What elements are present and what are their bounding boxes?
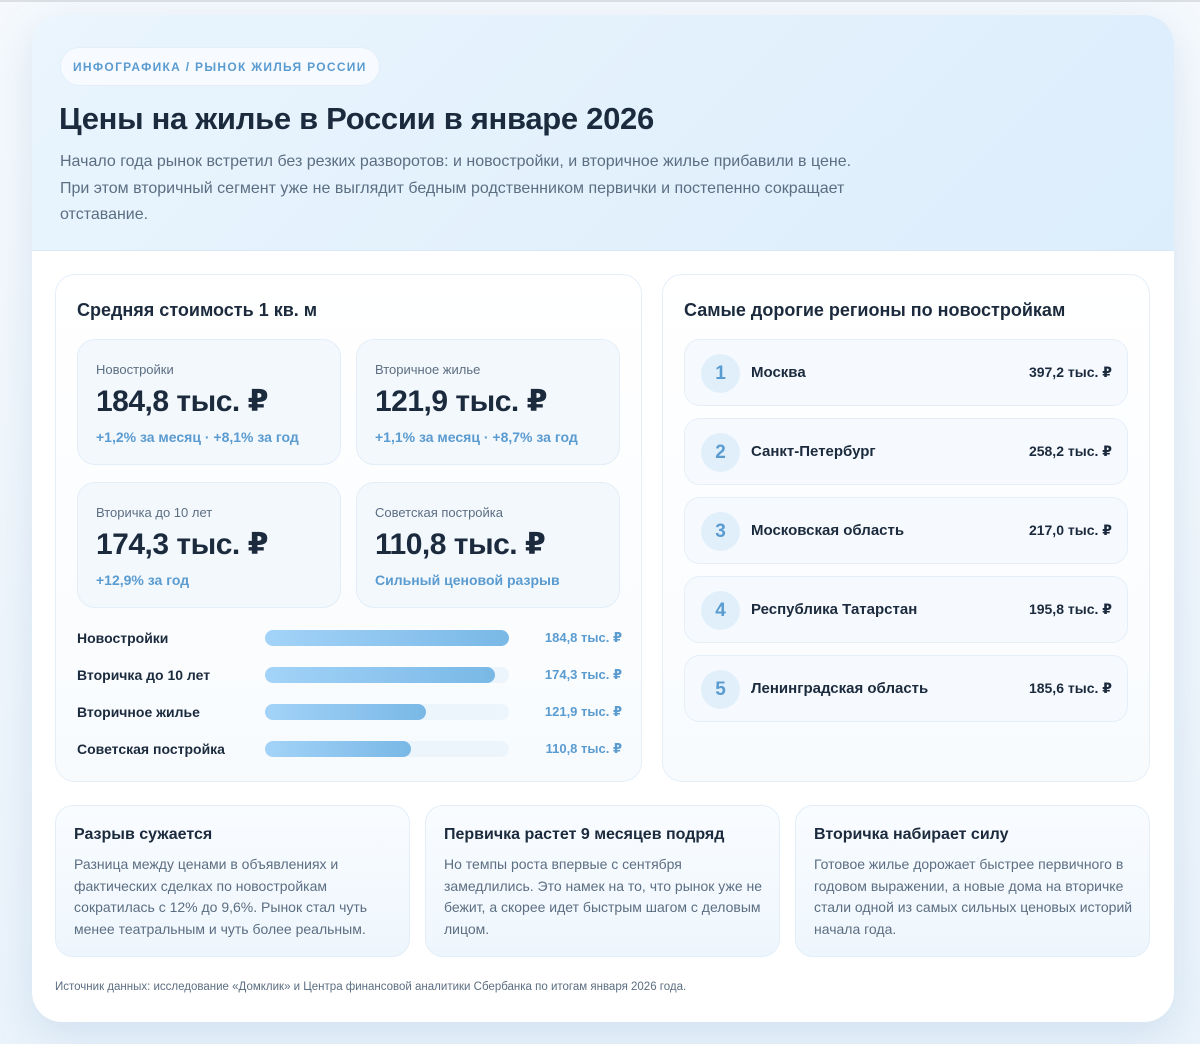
bar-label: Вторичка до 10 лет (77, 667, 211, 683)
stat-value: 121,9 тыс. ₽ (375, 385, 547, 418)
bar-row: Советская постройка 110,8 тыс. ₽ (77, 738, 622, 775)
note-title: Первичка растет 9 месяцев подряд (444, 826, 725, 843)
bar-row: Вторичка до 10 лет 174,3 тыс. ₽ (77, 664, 622, 701)
bar-track (265, 667, 509, 683)
note-title: Вторичка набирает силу (814, 826, 1009, 843)
stat-label: Советская постройка (375, 505, 503, 520)
bar-value: 174,3 тыс. ₽ (544, 667, 622, 682)
bar-row: Новостройки 184,8 тыс. ₽ (77, 627, 622, 664)
stat-delta: +1,2% за месяц · +8,1% за год (96, 429, 299, 445)
note-gap-narrowing: Разрыв сужается Разница между ценами в о… (55, 805, 410, 957)
note-title: Разрыв сужается (74, 826, 213, 843)
bar-row: Вторичное жилье 121,9 тыс. ₽ (77, 701, 622, 738)
region-price: 195,8 тыс. ₽ (1028, 601, 1112, 617)
stat-card-soviet: Советская постройка 110,8 тыс. ₽ Сильный… (356, 482, 620, 608)
region-name: Республика Татарстан (751, 601, 918, 618)
stat-delta: +1,1% за месяц · +8,7% за год (375, 429, 578, 445)
avg-price-panel: Средняя стоимость 1 кв. м Новостройки 18… (55, 274, 642, 782)
stat-delta: +12,9% за год (96, 572, 190, 588)
bar-value: 184,8 тыс. ₽ (544, 630, 622, 645)
region-name: Санкт-Петербург (751, 443, 876, 460)
rank-badge: 1 (701, 354, 740, 393)
region-price: 258,2 тыс. ₽ (1028, 443, 1112, 459)
bar-fill (265, 667, 496, 683)
region-name: Московская область (751, 522, 905, 539)
stat-delta: Сильный ценовой разрыв (375, 572, 560, 588)
note-text: Разница между ценами в объявлениях и фак… (74, 856, 368, 937)
infographic-card: ИНФОГРАФИКА / РЫНОК ЖИЛЬЯ РОССИИ Цены на… (32, 15, 1174, 1022)
stat-value: 110,8 тыс. ₽ (375, 528, 546, 561)
region-row: 4 Республика Татарстан 195,8 тыс. ₽ (684, 576, 1128, 643)
stat-value: 174,3 тыс. ₽ (96, 528, 268, 561)
stat-label: Вторичка до 10 лет (96, 505, 213, 520)
region-row: 1 Москва 397,2 тыс. ₽ (684, 339, 1128, 406)
rank-badge: 3 (701, 512, 740, 551)
bar-value: 121,9 тыс. ₽ (544, 704, 622, 719)
stat-card-new-builds: Новостройки 184,8 тыс. ₽ +1,2% за месяц … (77, 339, 341, 465)
region-row: 5 Ленинградская область 185,6 тыс. ₽ (684, 655, 1128, 722)
region-price: 217,0 тыс. ₽ (1028, 522, 1112, 538)
source-footnote: Источник данных: исследование «Домклик» … (55, 981, 687, 993)
rank-badge: 4 (701, 591, 740, 630)
price-bar-chart: Новостройки 184,8 тыс. ₽ Вторичка до 10 … (77, 627, 622, 775)
region-row: 2 Санкт-Петербург 258,2 тыс. ₽ (684, 418, 1128, 485)
note-secondary-strength: Вторичка набирает силу Готовое жилье дор… (795, 805, 1150, 957)
region-name: Ленинградская область (751, 680, 929, 697)
bar-fill (265, 630, 509, 646)
stat-label: Новостройки (96, 362, 174, 377)
rank-badge: 5 (701, 670, 740, 709)
lede-paragraph: Начало года рынок встретил без резких ра… (60, 153, 852, 223)
hero-section: ИНФОГРАФИКА / РЫНОК ЖИЛЬЯ РОССИИ Цены на… (32, 15, 1174, 251)
bar-label: Советская постройка (77, 741, 225, 757)
category-kicker: ИНФОГРАФИКА / РЫНОК ЖИЛЬЯ РОССИИ (60, 47, 380, 86)
stat-card-secondary-under-10: Вторичка до 10 лет 174,3 тыс. ₽ +12,9% з… (77, 482, 341, 608)
note-text: Готовое жилье дорожает быстрее первичног… (814, 856, 1133, 937)
stat-card-secondary: Вторичное жилье 121,9 тыс. ₽ +1,1% за ме… (356, 339, 620, 465)
bar-track (265, 741, 509, 757)
bar-label: Вторичное жилье (77, 704, 200, 720)
stat-value: 184,8 тыс. ₽ (96, 385, 268, 418)
regions-panel: Самые дорогие регионы по новостройкам 1 … (662, 274, 1150, 782)
region-price: 397,2 тыс. ₽ (1028, 364, 1112, 380)
bar-value: 110,8 тыс. ₽ (545, 741, 622, 756)
bar-label: Новостройки (77, 630, 169, 646)
avg-price-title: Средняя стоимость 1 кв. м (77, 300, 318, 320)
bar-track (265, 630, 509, 646)
region-name: Москва (751, 364, 806, 381)
rank-badge: 2 (701, 433, 740, 472)
page-title: Цены на жилье в России в январе 2026 (59, 101, 654, 136)
note-primary-growth: Первичка растет 9 месяцев подряд Но темп… (425, 805, 780, 957)
window-top-border (0, 0, 1200, 2)
bar-fill (265, 704, 427, 720)
stat-label: Вторичное жилье (375, 362, 481, 377)
bar-track (265, 704, 509, 720)
regions-title: Самые дорогие регионы по новостройкам (684, 300, 1066, 320)
note-text: Но темпы роста впервые с сентября замедл… (444, 856, 763, 937)
region-row: 3 Московская область 217,0 тыс. ₽ (684, 497, 1128, 564)
bar-fill (265, 741, 412, 757)
region-price: 185,6 тыс. ₽ (1028, 680, 1112, 696)
